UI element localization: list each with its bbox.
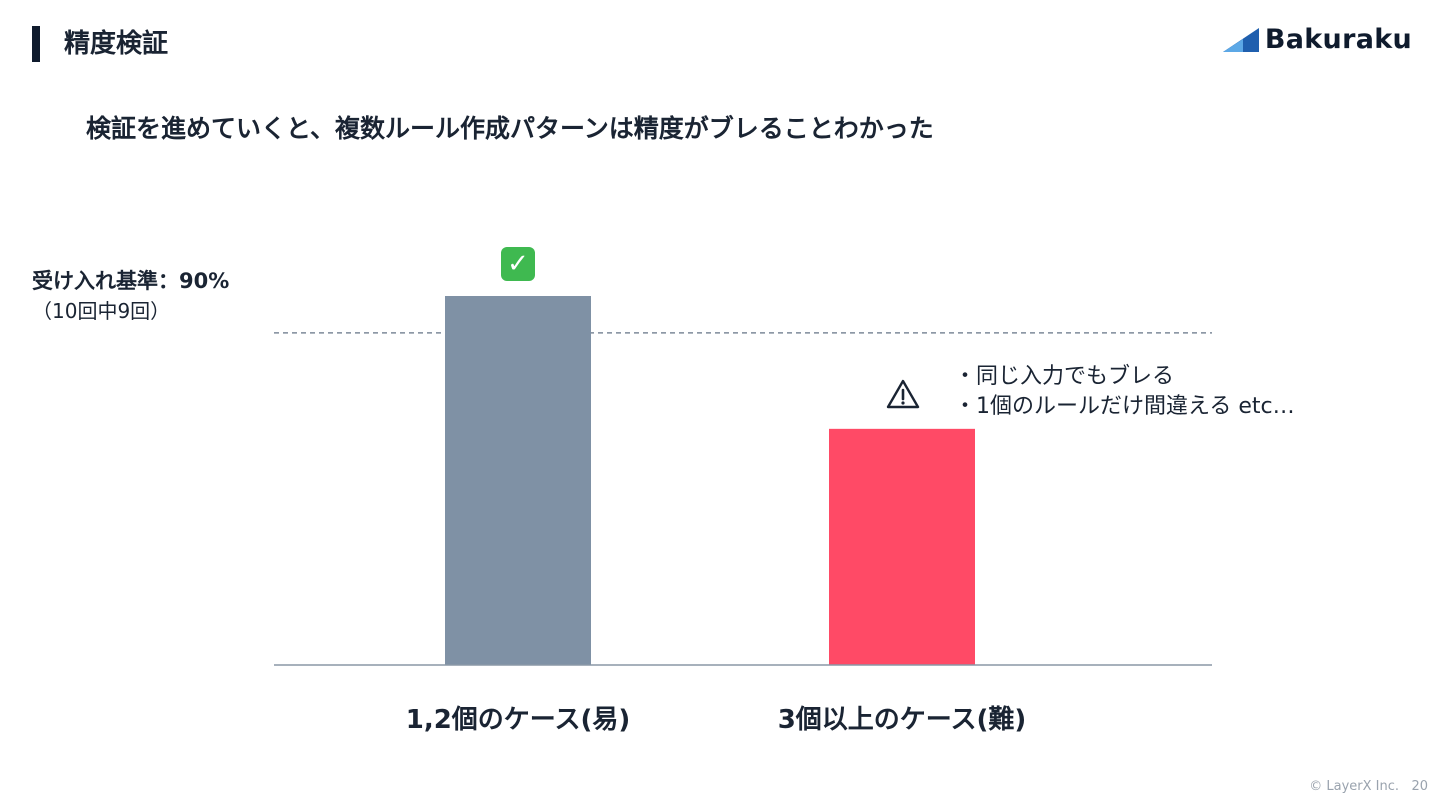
warning-icon <box>886 379 920 409</box>
threshold-label: 受け入れ基準：90% <box>32 269 230 293</box>
title-accent-bar <box>32 26 40 62</box>
bar <box>445 296 591 665</box>
check-mark-icon: ✓ <box>501 247 535 281</box>
threshold-sublabel: （10回中9回） <box>32 299 171 323</box>
category-label: 3個以上のケース(難) <box>778 705 1027 735</box>
bakuraku-logo-icon <box>1222 27 1259 52</box>
logo-text: Bakuraku <box>1264 24 1412 55</box>
page-title: 精度検証 <box>64 29 169 59</box>
page-number: 20 <box>1411 779 1428 794</box>
footer: © LayerX Inc. 20 <box>1309 779 1428 794</box>
category-label: 1,2個のケース(易) <box>406 705 631 735</box>
bakuraku-logo: Bakuraku <box>1221 24 1412 55</box>
note-item: 1個のルールだけ間違える etc… <box>954 392 1295 422</box>
note-item: 同じ入力でもブレる <box>954 362 1295 392</box>
bar <box>829 428 975 665</box>
note-list: 同じ入力でもブレる 1個のルールだけ間違える etc… <box>954 362 1295 422</box>
copyright-text: © LayerX Inc. <box>1309 779 1400 794</box>
slide-subtitle: 検証を進めていくと、複数ルール作成パターンは精度がブレることわかった <box>86 114 934 143</box>
